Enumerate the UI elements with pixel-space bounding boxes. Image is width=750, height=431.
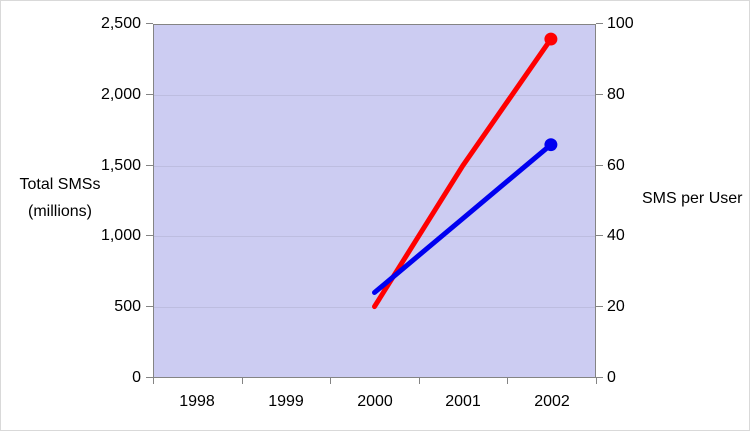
right-axis-tick-label: 80 <box>607 86 625 103</box>
tick-mark <box>146 235 153 236</box>
left-axis-title-line2: (millions) <box>28 203 92 220</box>
gridline <box>154 95 595 97</box>
tick-mark <box>242 378 243 384</box>
right-axis-title: SMS per User <box>642 190 743 207</box>
tick-mark <box>596 306 603 307</box>
tick-mark <box>507 378 508 384</box>
series-end-marker-0 <box>544 32 558 46</box>
plot-lines-svg <box>372 32 558 310</box>
left-axis-title-line1: Total SMSs <box>19 176 101 193</box>
left-axis-tick-label: 1,500 <box>100 157 141 174</box>
x-axis-tick-label: 1999 <box>268 393 304 410</box>
tick-mark <box>596 378 597 384</box>
series-line-1 <box>372 142 554 296</box>
tick-mark <box>596 377 603 378</box>
gridline <box>154 236 595 238</box>
right-axis-tick-label: 0 <box>607 369 616 386</box>
right-axis-tick-label: 20 <box>607 298 625 315</box>
tick-mark <box>146 165 153 166</box>
right-axis-tick-label: 60 <box>607 157 625 174</box>
right-axis-tick-label: 100 <box>607 15 634 32</box>
left-axis-tick-label: 0 <box>132 369 141 386</box>
left-axis-tick-label: 2,000 <box>100 86 141 103</box>
x-axis-tick-label: 1998 <box>179 393 215 410</box>
tick-mark <box>596 94 603 95</box>
left-axis-tick-label: 2,500 <box>100 15 141 32</box>
tick-mark <box>146 94 153 95</box>
series-end-marker-1 <box>544 138 558 152</box>
tick-mark <box>596 235 603 236</box>
tick-mark <box>330 378 331 384</box>
tick-mark <box>419 378 420 384</box>
plot-area <box>153 24 596 378</box>
left-axis-title: Total SMSs (millions) <box>5 171 115 225</box>
right-axis-tick-label: 40 <box>607 227 625 244</box>
x-axis-tick-label: 2002 <box>534 393 570 410</box>
tick-mark <box>146 306 153 307</box>
gridline <box>154 165 595 167</box>
tick-mark <box>596 23 603 24</box>
tick-mark <box>153 378 154 384</box>
x-axis-tick-label: 2000 <box>357 393 393 410</box>
tick-mark <box>146 23 153 24</box>
tick-mark <box>146 377 153 378</box>
left-axis-tick-label: 1,000 <box>100 227 141 244</box>
x-axis-tick-label: 2001 <box>445 393 481 410</box>
left-axis-tick-label: 500 <box>114 298 141 315</box>
tick-mark <box>596 165 603 166</box>
series-line-0 <box>372 36 554 310</box>
